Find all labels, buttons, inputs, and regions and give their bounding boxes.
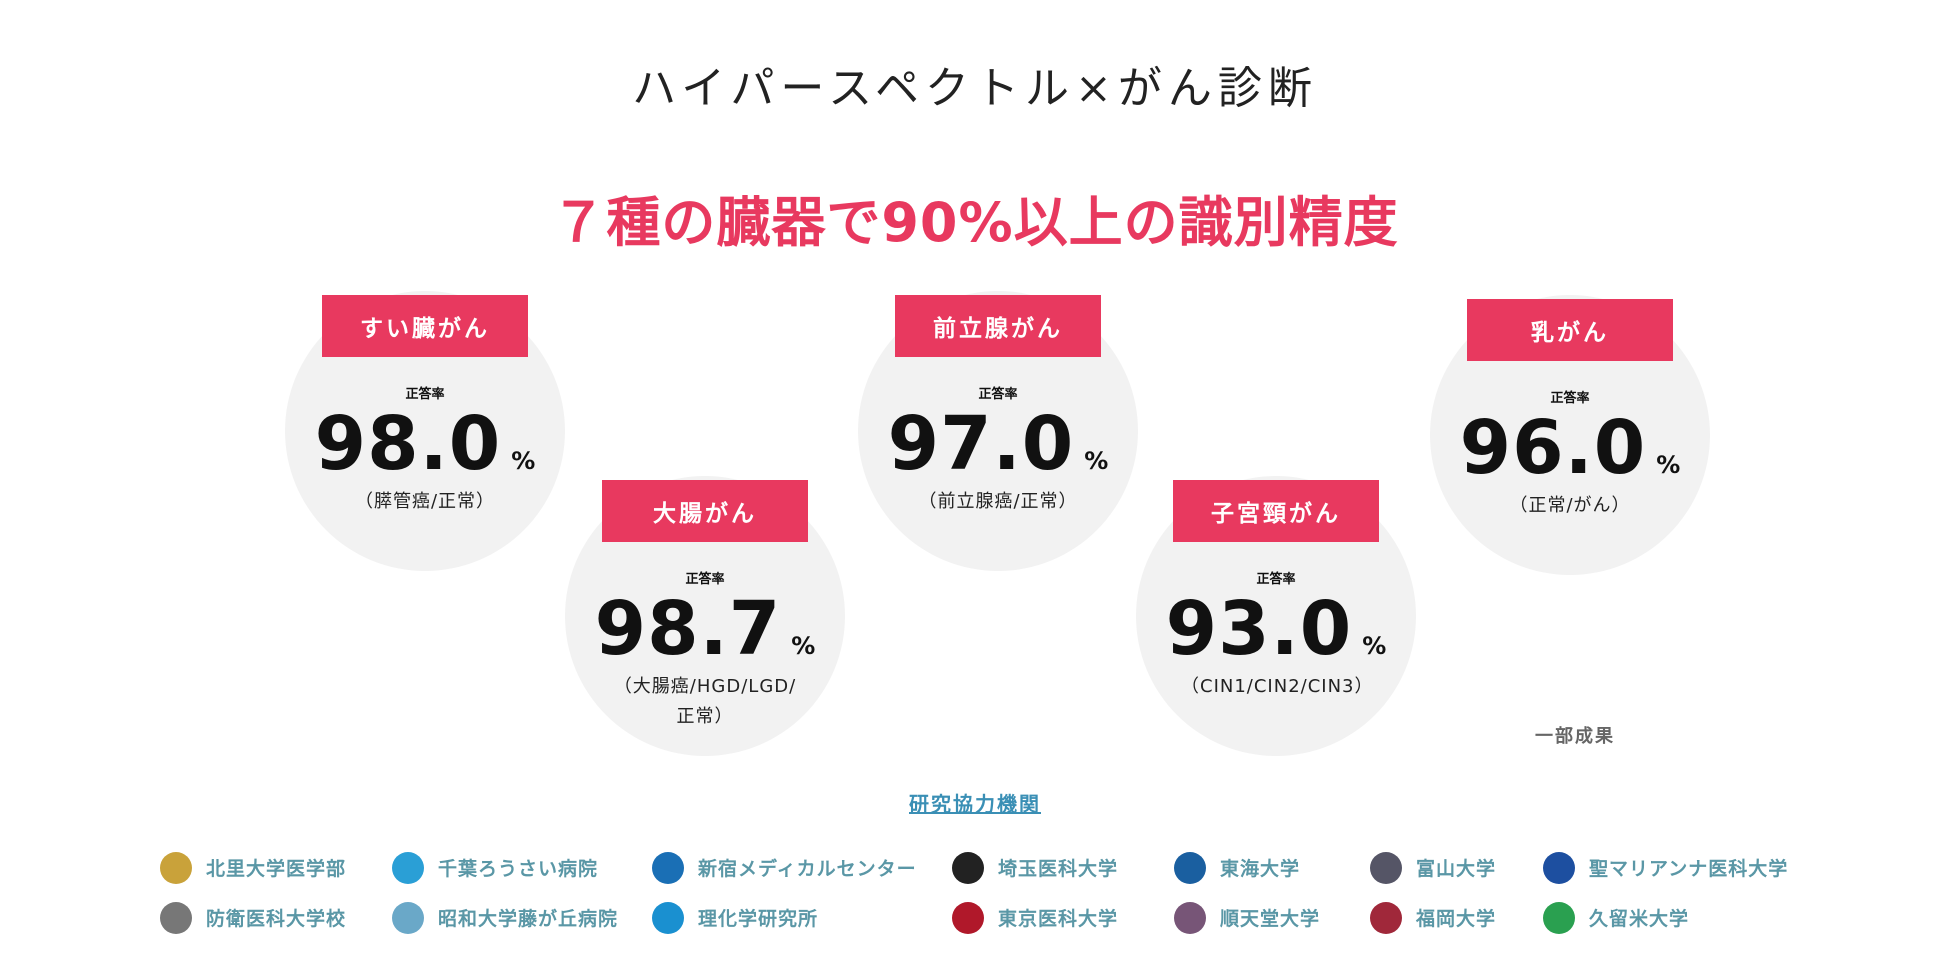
institution-name: 理化学研究所 xyxy=(698,908,819,930)
card-label: 子宮頸がん xyxy=(1173,480,1379,542)
institution-logo xyxy=(1370,902,1402,934)
rate-label: 正答率 xyxy=(978,387,1018,402)
institution-logo xyxy=(1543,852,1575,884)
card-label: すい臓がん xyxy=(322,295,528,357)
value-row: 97.0% xyxy=(858,401,1138,487)
footnote: 一部成果 xyxy=(1535,726,1615,747)
accuracy-value: 98.7 xyxy=(594,586,782,672)
card-note: （前立腺癌/正常） xyxy=(918,491,1078,512)
unit: % xyxy=(1362,632,1387,660)
institution-name: 順天堂大学 xyxy=(1220,908,1321,930)
rate-label: 正答率 xyxy=(685,572,725,587)
card-note: （正常/がん） xyxy=(1509,495,1631,516)
institution-logo xyxy=(1174,902,1206,934)
unit: % xyxy=(511,447,536,475)
institution-logo xyxy=(652,852,684,884)
institution-name: 千葉ろうさい病院 xyxy=(438,858,599,880)
unit: % xyxy=(1084,447,1109,475)
card-note: （大腸癌/HGD/LGD/正常） xyxy=(613,676,797,727)
value-row: 93.0% xyxy=(1136,586,1416,672)
institution-name: 北里大学医学部 xyxy=(206,858,347,880)
value-row: 98.0% xyxy=(285,401,565,487)
institution-name: 昭和大学藤が丘病院 xyxy=(438,908,619,930)
rate-label: 正答率 xyxy=(1550,391,1590,406)
institution-logo xyxy=(392,852,424,884)
unit: % xyxy=(1656,451,1681,479)
institution-name: 富山大学 xyxy=(1416,858,1497,880)
institution-logo xyxy=(160,852,192,884)
rate-label: 正答率 xyxy=(405,387,445,402)
institution-name: 聖マリアンナ医科大学 xyxy=(1589,858,1789,880)
accuracy-value: 98.0 xyxy=(314,401,502,487)
value-row: 96.0% xyxy=(1430,405,1710,491)
institution-logo xyxy=(1174,852,1206,884)
card-label: 大腸がん xyxy=(602,480,808,542)
institution-logo xyxy=(952,852,984,884)
institution-logo xyxy=(652,902,684,934)
rate-label: 正答率 xyxy=(1256,572,1296,587)
institution-name: 福岡大学 xyxy=(1416,908,1497,930)
card-label: 乳がん xyxy=(1467,299,1673,361)
accuracy-value: 93.0 xyxy=(1165,586,1353,672)
institution-logo xyxy=(952,902,984,934)
accuracy-value: 97.0 xyxy=(887,401,1075,487)
institution-name: 東海大学 xyxy=(1220,858,1301,880)
institution-logo xyxy=(1543,902,1575,934)
title: ハイパースペクトル×がん診断 xyxy=(632,63,1318,114)
institution-name: 久留米大学 xyxy=(1589,908,1690,930)
institution-name: 東京医科大学 xyxy=(998,908,1119,930)
institution-logo xyxy=(392,902,424,934)
partners-title: 研究協力機関 xyxy=(909,792,1041,816)
institution-name: 埼玉医科大学 xyxy=(998,858,1119,880)
institution-name: 新宿メディカルセンター xyxy=(698,858,917,880)
institution-logo xyxy=(160,902,192,934)
value-row: 98.7% xyxy=(565,586,845,672)
card-note: （膵管癌/正常） xyxy=(354,491,496,512)
card-note: （CIN1/CIN2/CIN3） xyxy=(1181,676,1374,697)
institution-name: 防衛医科大学校 xyxy=(206,908,347,930)
card-label: 前立腺がん xyxy=(895,295,1101,357)
unit: % xyxy=(791,632,816,660)
accuracy-value: 96.0 xyxy=(1459,405,1647,491)
institution-logo xyxy=(1370,852,1402,884)
headline: ７種の臓器で90%以上の識別精度 xyxy=(551,191,1399,254)
